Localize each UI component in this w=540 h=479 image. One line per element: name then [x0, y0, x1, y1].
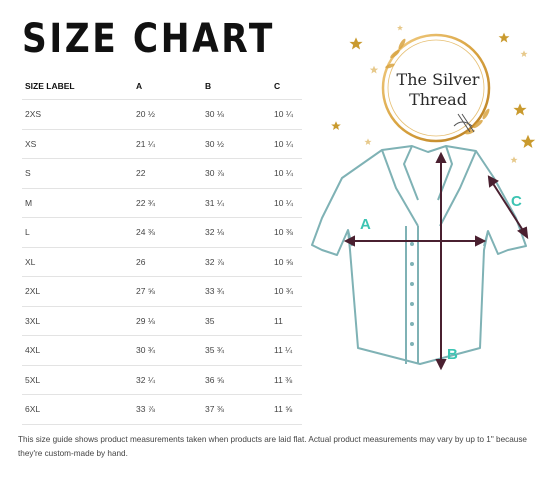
c-cell: 10 ¼	[271, 188, 302, 218]
header-a: A	[133, 73, 202, 100]
size-table: SIZE LABEL A B C 2XS 20 ½ 30 ⅛ 10 ¼ XS 2…	[22, 73, 302, 425]
b-cell: 31 ¼	[202, 188, 271, 218]
table-row: L 24 ⅜ 32 ⅛ 10 ⅜	[22, 217, 302, 248]
c-cell: 10 ¼	[271, 158, 302, 189]
a-cell: 24 ⅜	[133, 217, 202, 248]
a-cell: 22 ¾	[133, 188, 202, 218]
shirt-diagram: A B C	[300, 138, 535, 378]
b-cell: 30 ½	[202, 129, 271, 159]
table-row: 6XL 33 ⅞ 37 ⅜ 11 ⅝	[22, 394, 302, 425]
b-cell: 35	[202, 306, 271, 336]
a-cell: 27 ⅝	[133, 276, 202, 307]
a-cell: 32 ¼	[133, 365, 202, 395]
c-cell: 11	[271, 306, 302, 336]
a-cell: 22	[133, 158, 202, 189]
header-size-label: SIZE LABEL	[22, 73, 133, 100]
c-cell: 10 ¾	[271, 276, 302, 307]
page-title: SIZE CHART	[22, 16, 275, 62]
needle-icon	[453, 113, 475, 133]
size-cell: 4XL	[22, 335, 133, 366]
b-cell: 30 ⅛	[202, 99, 271, 130]
size-cell: 2XL	[22, 276, 133, 307]
a-cell: 33 ⅞	[133, 394, 202, 425]
a-cell: 20 ½	[133, 99, 202, 130]
c-cell: 10 ¼	[271, 129, 302, 159]
size-cell: XS	[22, 129, 133, 159]
brand-name-line2: Thread	[409, 90, 467, 109]
table-header-row: SIZE LABEL A B C	[22, 73, 302, 100]
table-row: XS 21 ¼ 30 ½ 10 ¼	[22, 129, 302, 159]
size-cell: M	[22, 188, 133, 218]
b-cell: 35 ¾	[202, 335, 271, 366]
wreath-inner-ring	[387, 39, 485, 137]
header-b: B	[202, 73, 271, 100]
size-cell: 2XS	[22, 99, 133, 130]
size-cell: S	[22, 158, 133, 189]
c-cell: 11 ⅝	[271, 394, 302, 425]
c-cell: 10 ¼	[271, 99, 302, 130]
c-cell: 11 ⅜	[271, 365, 302, 395]
dimension-label-b: B	[447, 346, 458, 363]
measurement-lines	[343, 151, 529, 371]
size-cell: 5XL	[22, 365, 133, 395]
c-cell: 11 ¼	[271, 335, 302, 366]
table-row: 2XS 20 ½ 30 ⅛ 10 ¼	[22, 99, 302, 130]
wreath-ring	[381, 33, 491, 143]
b-cell: 32 ⅞	[202, 247, 271, 277]
a-cell: 21 ¼	[133, 129, 202, 159]
b-cell: 37 ⅜	[202, 394, 271, 425]
table-row: 2XL 27 ⅝ 33 ¾ 10 ¾	[22, 276, 302, 307]
size-cell: L	[22, 217, 133, 248]
table-row: XL 26 32 ⅞ 10 ⅝	[22, 247, 302, 277]
header-c: C	[271, 73, 302, 100]
b-cell: 30 ⅞	[202, 158, 271, 189]
a-cell: 29 ⅛	[133, 306, 202, 336]
wreath-illustration	[331, 25, 536, 163]
c-cell: 10 ⅜	[271, 217, 302, 248]
table-row: 3XL 29 ⅛ 35 11	[22, 306, 302, 336]
size-cell: 6XL	[22, 394, 133, 425]
brand-logo: The Silver Thread	[328, 14, 536, 164]
table-row: M 22 ¾ 31 ¼ 10 ¼	[22, 188, 302, 218]
table-row: 5XL 32 ¼ 36 ⅝ 11 ⅜	[22, 365, 302, 395]
b-cell: 36 ⅝	[202, 365, 271, 395]
table-row: 4XL 30 ¾ 35 ¾ 11 ¼	[22, 335, 302, 366]
shirt-outline-illustration	[311, 145, 529, 371]
size-guide-note: This size guide shows product measuremen…	[18, 435, 527, 458]
b-cell: 32 ⅛	[202, 217, 271, 248]
brand-name-line1: The Silver	[396, 70, 480, 89]
a-cell: 30 ¾	[133, 335, 202, 366]
b-cell: 33 ¾	[202, 276, 271, 307]
wreath-leaves	[385, 38, 490, 135]
dimension-label-c: C	[511, 193, 522, 210]
c-cell: 10 ⅝	[271, 247, 302, 277]
a-cell: 26	[133, 247, 202, 277]
table-row: S 22 30 ⅞ 10 ¼	[22, 158, 302, 189]
size-cell: 3XL	[22, 306, 133, 336]
size-cell: XL	[22, 247, 133, 277]
dimension-label-a: A	[360, 216, 371, 233]
shirt-buttons	[410, 242, 414, 346]
